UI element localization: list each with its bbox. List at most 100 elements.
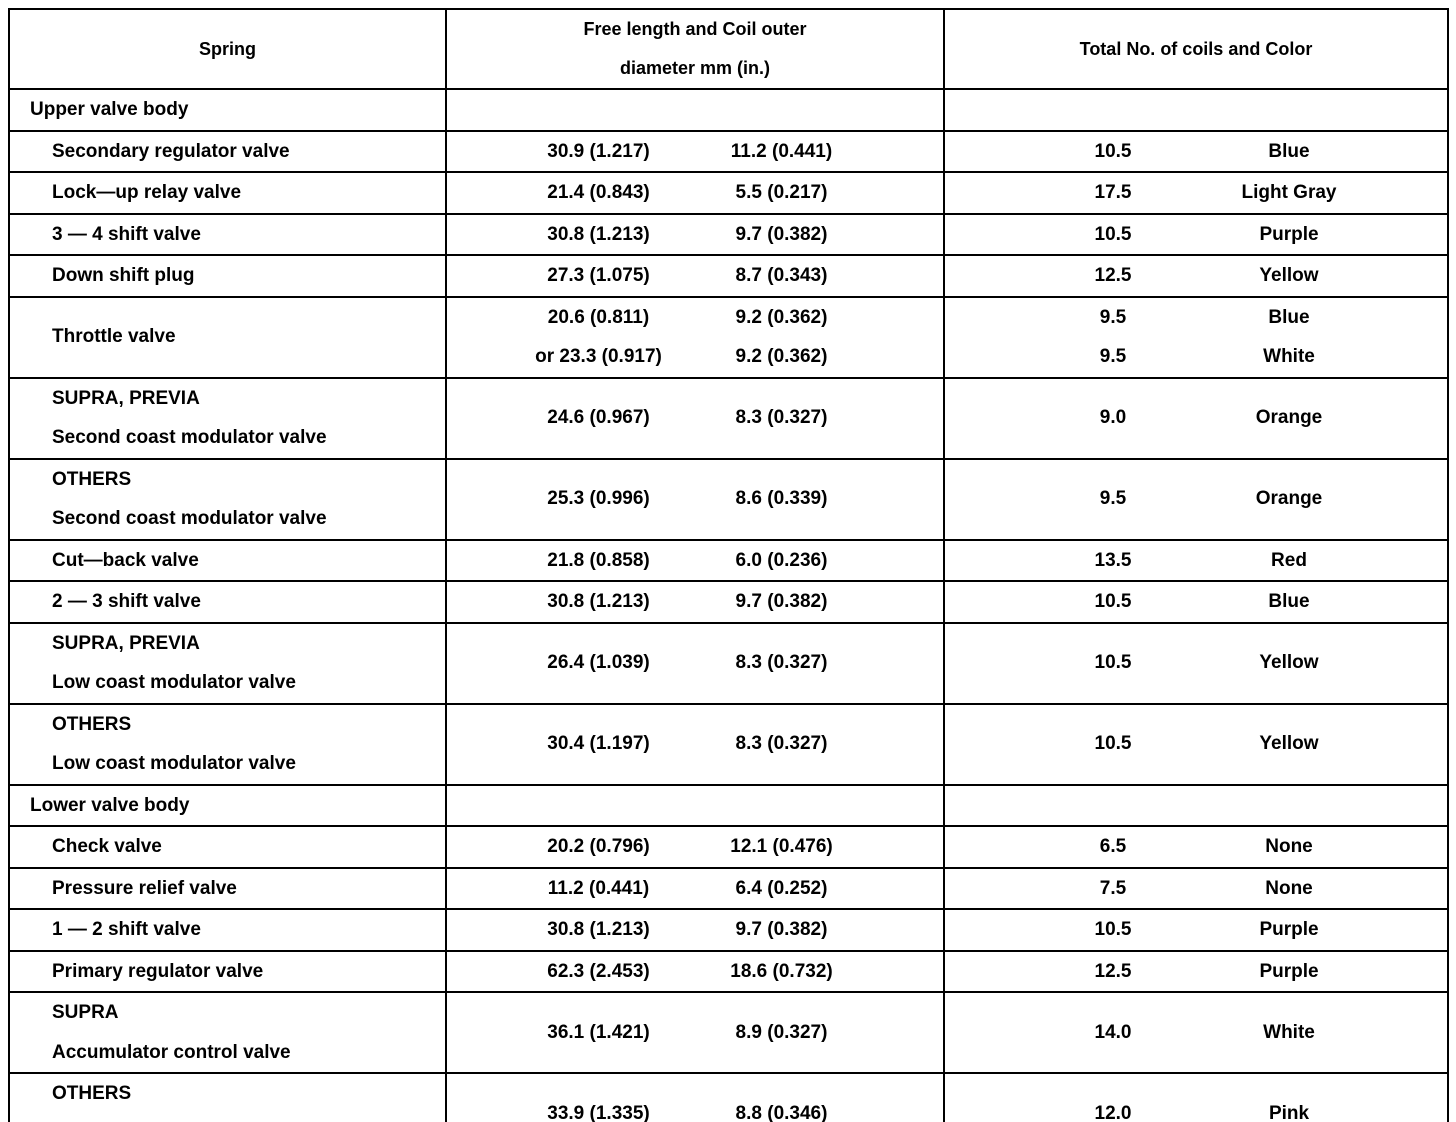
spring-cell: Throttle valve — [8, 295, 447, 379]
coils-line: 17.5 Light Gray — [945, 173, 1447, 213]
spring-name: Second coast modulator valve — [52, 508, 327, 529]
dimension-cell: 33.9 (1.335) 8.8 (0.346) — [445, 1072, 945, 1122]
dimension-stack: 36.1 (1.421) 8.9 (0.327) — [447, 1013, 943, 1053]
spring-cell: 1 — 2 shift valve — [8, 908, 447, 952]
coils-line: 10.5 Yellow — [945, 643, 1447, 683]
free-length: 30.9 (1.217) — [547, 140, 650, 162]
coils-line: 6.5 None — [945, 827, 1447, 867]
spring-stack: OTHERS Accumulator control valve — [10, 1074, 445, 1122]
spring-row: Throttle valve 20.6 (0.811) 9.2 (0.362) or … — [8, 295, 1449, 379]
coils-line: 12.0 Pink — [945, 1094, 1447, 1122]
dimension-stack: 20.2 (0.796) 12.1 (0.476) — [447, 827, 943, 867]
coils-line: 14.0 White — [945, 1013, 1447, 1053]
dimension-cell: 30.4 (1.197) 8.3 (0.327) — [445, 702, 945, 786]
coil-count: 12.5 — [1094, 960, 1132, 982]
coils-color-cell: 6.5 None — [943, 825, 1449, 869]
coil-count: 10.5 — [1094, 140, 1132, 162]
coil-diameter: 9.7 (0.382) — [735, 223, 828, 245]
dimension-cell: 11.2 (0.441) 6.4 (0.252) — [445, 866, 945, 910]
coils-stack: 10.5 Blue — [945, 132, 1447, 172]
coils-line: 10.5 Purple — [945, 910, 1447, 950]
coils-line: 9.5 Blue — [945, 298, 1447, 338]
coils-color-cell: 12.0 Pink — [943, 1072, 1449, 1122]
coils-color-cell: 7.5 None — [943, 866, 1449, 910]
dimension-line: 11.2 (0.441) 6.4 (0.252) — [447, 869, 943, 909]
spring-table: Spring Free length and Coil outer diameter… — [8, 8, 1449, 1122]
dimension-stack: 27.3 (1.075) 8.7 (0.343) — [447, 256, 943, 296]
coil-count: 17.5 — [1094, 182, 1132, 203]
dimension-line: 20.2 (0.796) 12.1 (0.476) — [447, 827, 943, 867]
spring-cell: OTHERS Accumulator control valve — [8, 1072, 447, 1122]
spring-color: Yellow — [1259, 652, 1319, 674]
free-length: 30.8 (1.213) — [547, 223, 650, 245]
coil-count: 10.5 — [1094, 223, 1132, 245]
header-row: Spring Free length and Coil outer diameter… — [8, 8, 1449, 90]
spring-name: Secondary regulator valve — [52, 140, 290, 162]
free-length: 36.1 (1.421) — [547, 1021, 650, 1043]
section-title: Upper valve body — [30, 99, 189, 120]
spring-color: Purple — [1259, 960, 1319, 982]
coil-diameter: 8.9 (0.327) — [735, 1021, 828, 1043]
spring-stack: Lock—up relay valve — [10, 173, 445, 213]
dimension-stack: 62.3 (2.453) 18.6 (0.732) — [447, 952, 943, 992]
free-length: 25.3 (0.996) — [547, 488, 650, 510]
free-length: 30.4 (1.197) — [547, 733, 650, 755]
spring-row: Primary regulator valve 62.3 (2.453) 18.6 … — [8, 949, 1449, 993]
empty-cell — [445, 783, 945, 827]
spring-stack: SUPRA, PREVIA Second coast modulator valv… — [10, 379, 445, 458]
coils-stack: 14.0 White — [945, 1013, 1447, 1053]
dimension-cell: 20.2 (0.796) 12.1 (0.476) — [445, 825, 945, 869]
spring-row: 2 — 3 shift valve 30.8 (1.213) 9.7 (0.382)… — [8, 580, 1449, 624]
empty-cell — [943, 783, 1449, 827]
spring-color: Purple — [1259, 223, 1319, 245]
spring-row: SUPRA, PREVIA Second coast modulator valv… — [8, 376, 1449, 460]
coils-line: 13.5 Red — [945, 541, 1447, 581]
coils-color-cell: 12.5 Purple — [943, 949, 1449, 993]
header-cell: Total No. of coils and Color — [943, 8, 1449, 90]
free-length: 24.6 (0.967) — [547, 407, 650, 429]
dimension-line: 21.4 (0.843) 5.5 (0.217) — [447, 173, 943, 213]
spring-cell: Check valve — [8, 825, 447, 869]
dimension-stack: 21.4 (0.843) 5.5 (0.217) — [447, 173, 943, 213]
coils-line: 10.5 Yellow — [945, 724, 1447, 764]
coil-diameter: 8.7 (0.343) — [735, 265, 828, 286]
spring-name: 2 — 3 shift valve — [52, 591, 201, 612]
dimension-line: 30.8 (1.213) 9.7 (0.382) — [447, 910, 943, 950]
spring-name: SUPRA — [52, 1002, 119, 1023]
spring-stack: Down shift plug — [10, 256, 445, 296]
dimension-cell: 21.4 (0.843) 5.5 (0.217) — [445, 171, 945, 215]
coils-stack: 10.5 Purple — [945, 910, 1447, 950]
coils-stack: 10.5 Purple — [945, 215, 1447, 255]
coils-stack: 6.5 None — [945, 827, 1447, 867]
dimension-stack: 11.2 (0.441) 6.4 (0.252) — [447, 869, 943, 909]
dimension-stack: 30.9 (1.217) 11.2 (0.441) — [447, 132, 943, 172]
coil-diameter: 18.6 (0.732) — [730, 960, 833, 982]
coil-count: 9.5 — [1099, 346, 1127, 367]
coils-line: 12.5 Purple — [945, 952, 1447, 992]
coils-line: 7.5 None — [945, 869, 1447, 909]
free-length: 20.2 (0.796) — [547, 836, 650, 857]
spring-cell: 3 — 4 shift valve — [8, 212, 447, 256]
spring-stack: OTHERS Low coast modulator valve — [10, 705, 445, 784]
spring-cell: Cut—back valve — [8, 538, 447, 582]
spring-name: Primary regulator valve — [52, 960, 264, 982]
coil-diameter: 8.8 (0.346) — [735, 1102, 828, 1122]
section-title: Lower valve body — [30, 794, 190, 816]
coil-diameter: 5.5 (0.217) — [735, 182, 828, 203]
dimension-line: 21.8 (0.858) 6.0 (0.236) — [447, 541, 943, 581]
dimension-line: 26.4 (1.039) 8.3 (0.327) — [447, 643, 943, 683]
header-cell: Spring — [8, 8, 447, 90]
coil-count: 9.5 — [1099, 306, 1127, 328]
free-length: 21.8 (0.858) — [547, 549, 650, 571]
spring-row: SUPRA, PREVIA Low coast modulator valve 26… — [8, 621, 1449, 705]
spring-name: Down shift plug — [52, 265, 195, 286]
spring-name: SUPRA, PREVIA — [52, 632, 200, 654]
free-length: 26.4 (1.039) — [547, 652, 650, 674]
empty-cell — [943, 88, 1449, 132]
header-stack: Spring — [10, 10, 445, 88]
coil-count: 6.5 — [1099, 836, 1127, 857]
dimension-stack: 26.4 (1.039) 8.3 (0.327) — [447, 643, 943, 683]
dimension-stack: 25.3 (0.996) 8.6 (0.339) — [447, 479, 943, 519]
spring-row: 3 — 4 shift valve 30.8 (1.213) 9.7 (0.382)… — [8, 212, 1449, 256]
